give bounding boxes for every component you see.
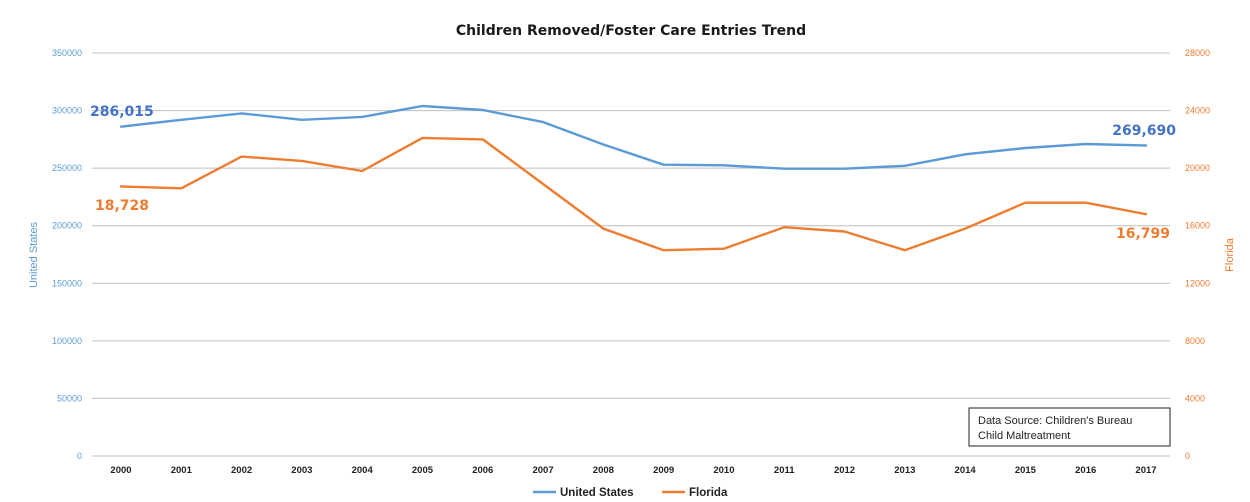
x-tick-label: 2004 xyxy=(352,465,374,476)
source-line-2: Child Maltreatment xyxy=(978,430,1070,442)
x-tick-label: 2014 xyxy=(955,465,977,476)
left-tick-label: 150000 xyxy=(52,278,82,288)
left-tick-label: 0 xyxy=(77,451,82,461)
chart-title: Children Removed/Foster Care Entries Tre… xyxy=(456,23,806,39)
left-axis-ticks: 0 50000 100000 150000 200000 250000 300000 3500… xyxy=(52,48,82,461)
right-axis-label: Florida xyxy=(1224,237,1236,272)
x-tick-label: 2013 xyxy=(894,465,915,476)
fl-last-value-label: 16,799 xyxy=(1116,226,1170,242)
x-tick-label: 2015 xyxy=(1015,465,1037,476)
x-tick-label: 2017 xyxy=(1135,465,1156,476)
left-tick-label: 350000 xyxy=(52,48,82,58)
x-tick-label: 2002 xyxy=(231,465,252,476)
x-tick-label: 2009 xyxy=(653,465,674,476)
right-tick-label: 8000 xyxy=(1185,336,1205,346)
legend-label-us: United States xyxy=(560,487,634,499)
x-tick-label: 2003 xyxy=(291,465,312,476)
x-tick-label: 2001 xyxy=(171,465,193,476)
x-tick-label: 2006 xyxy=(472,465,493,476)
left-axis-label: United States xyxy=(28,221,40,288)
legend: United States Florida xyxy=(533,487,728,499)
right-tick-label: 20000 xyxy=(1185,163,1210,173)
x-tick-label: 2005 xyxy=(412,465,434,476)
series-lines xyxy=(121,106,1146,250)
right-tick-label: 0 xyxy=(1185,451,1190,461)
left-tick-label: 50000 xyxy=(57,393,82,403)
right-axis-ticks: 0 4000 8000 12000 16000 20000 24000 28000 xyxy=(1185,48,1210,461)
source-line-1: Data Source: Children's Bureau xyxy=(978,415,1132,427)
right-tick-label: 4000 xyxy=(1185,393,1205,403)
left-tick-label: 250000 xyxy=(52,163,82,173)
gridlines xyxy=(92,53,1170,456)
legend-label-fl: Florida xyxy=(689,487,728,499)
left-tick-label: 100000 xyxy=(52,336,82,346)
x-tick-label: 2010 xyxy=(713,465,734,476)
us-first-value-label: 286,015 xyxy=(90,104,154,120)
source-box: Data Source: Children's Bureau Child Mal… xyxy=(969,408,1170,446)
left-tick-label: 200000 xyxy=(52,221,82,231)
x-tick-label: 2012 xyxy=(834,465,855,476)
x-tick-label: 2000 xyxy=(110,465,131,476)
x-tick-label: 2008 xyxy=(593,465,614,476)
right-tick-label: 24000 xyxy=(1185,106,1210,116)
us-last-value-label: 269,690 xyxy=(1112,123,1176,139)
right-tick-label: 16000 xyxy=(1185,221,1210,231)
x-tick-label: 2007 xyxy=(532,465,553,476)
x-axis-ticks: 2000 2001 2002 2003 2004 2005 2006 2007 2008 2009… xyxy=(110,465,1156,476)
x-tick-label: 2011 xyxy=(774,465,795,476)
right-tick-label: 12000 xyxy=(1185,278,1210,288)
right-tick-label: 28000 xyxy=(1185,48,1210,58)
fl-first-value-label: 18,728 xyxy=(95,198,149,214)
left-tick-label: 300000 xyxy=(52,106,82,116)
x-tick-label: 2016 xyxy=(1075,465,1096,476)
